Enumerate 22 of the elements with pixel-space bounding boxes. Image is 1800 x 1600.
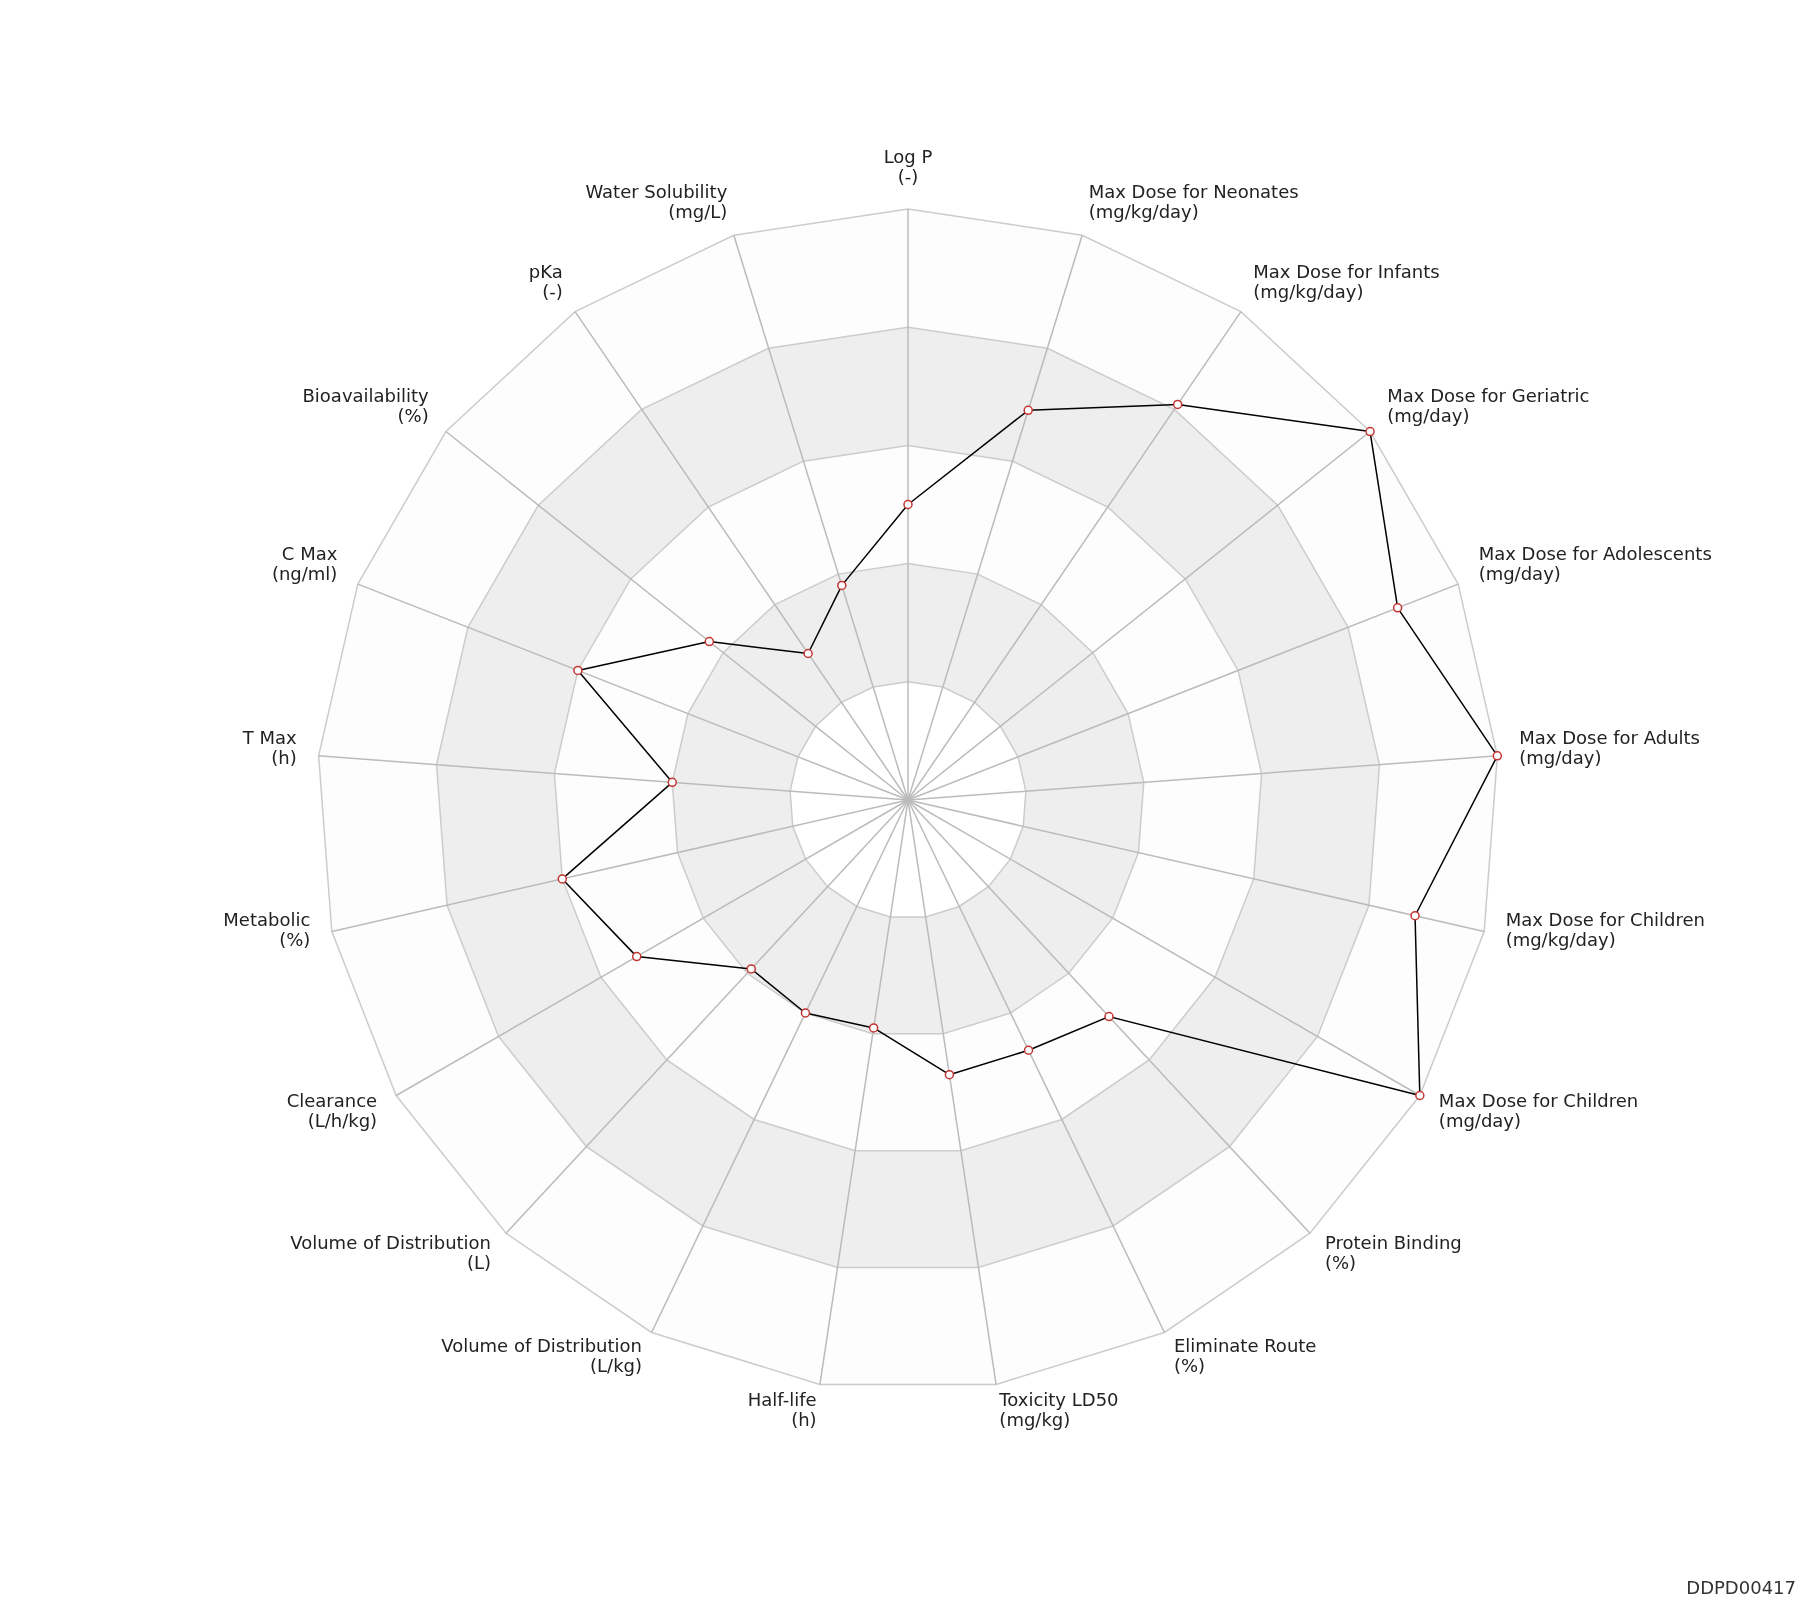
spoke-label: Max Dose for Infants (mg/kg/day) — [1253, 260, 1440, 302]
spoke-label: Protein Binding (%) — [1324, 1232, 1462, 1274]
spoke-label: Eliminate Route (%) — [1173, 1335, 1317, 1377]
text: DDPD00417 — [1686, 1577, 1796, 1598]
spoke-label: Water Solubility (mg/L) — [585, 181, 728, 223]
spoke-label: C Max (ng/ml) — [271, 543, 338, 585]
spoke-label: T Max (h) — [241, 727, 298, 769]
spoke-label: Half-life (h) — [747, 1389, 817, 1431]
spoke-label: Log P (-) — [883, 146, 933, 187]
spoke-label: Max Dose for Children (mg/day) — [1438, 1089, 1639, 1131]
spoke-label: Max Dose for Adults (mg/day) — [1519, 727, 1701, 769]
spoke-label: Clearance (L/h/kg) — [286, 1089, 378, 1131]
spoke-label: Max Dose for Children (mg/kg/day) — [1505, 909, 1705, 951]
spoke-label: Metabolic (%) — [223, 909, 311, 951]
spoke-label: pKa (-) — [528, 260, 563, 302]
spoke-label: Max Dose for Neonates (mg/kg/day) — [1088, 181, 1299, 223]
spoke-label: Max Dose for Geriatric (mg/day) — [1387, 384, 1590, 426]
spoke-label: Bioavailability (%) — [302, 384, 430, 426]
spoke-label: Max Dose for Adolescents (mg/day) — [1478, 543, 1712, 585]
spoke-label: Volume of Distribution (L) — [290, 1232, 492, 1274]
spoke-label: Volume of Distribution (L/kg) — [441, 1335, 643, 1377]
spoke-label: Toxicity LD50 (mg/kg) — [998, 1389, 1119, 1431]
